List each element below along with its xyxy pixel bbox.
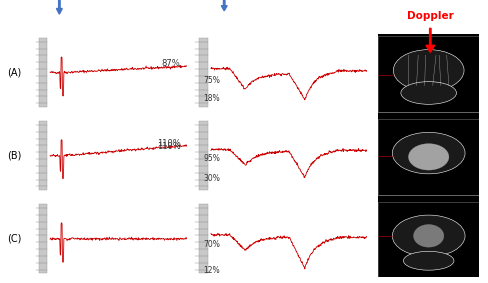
Ellipse shape xyxy=(391,215,464,257)
Text: 95%: 95% xyxy=(203,154,220,163)
Ellipse shape xyxy=(400,82,455,104)
Text: 110%: 110% xyxy=(157,139,180,148)
Text: 75%: 75% xyxy=(203,76,220,85)
Text: 110%: 110% xyxy=(157,142,180,151)
Ellipse shape xyxy=(407,144,448,170)
Bar xyxy=(39,38,47,107)
Bar xyxy=(198,121,207,190)
Text: Doppler: Doppler xyxy=(406,11,453,21)
Ellipse shape xyxy=(392,50,463,91)
Ellipse shape xyxy=(403,251,453,270)
Text: (B): (B) xyxy=(7,151,21,161)
Bar xyxy=(377,37,478,112)
Bar xyxy=(377,202,478,277)
Ellipse shape xyxy=(413,224,443,247)
Text: 30%: 30% xyxy=(203,174,220,183)
Ellipse shape xyxy=(391,132,464,174)
Text: 70%: 70% xyxy=(203,240,220,249)
Text: (C): (C) xyxy=(7,234,21,244)
Bar xyxy=(198,204,207,273)
Bar xyxy=(198,38,207,107)
Text: 12%: 12% xyxy=(203,266,220,275)
Text: (A): (A) xyxy=(7,67,21,78)
Bar xyxy=(377,119,478,195)
Bar xyxy=(39,204,47,273)
Bar xyxy=(39,121,47,190)
Text: 18%: 18% xyxy=(203,94,220,103)
Text: 87%: 87% xyxy=(162,59,180,68)
